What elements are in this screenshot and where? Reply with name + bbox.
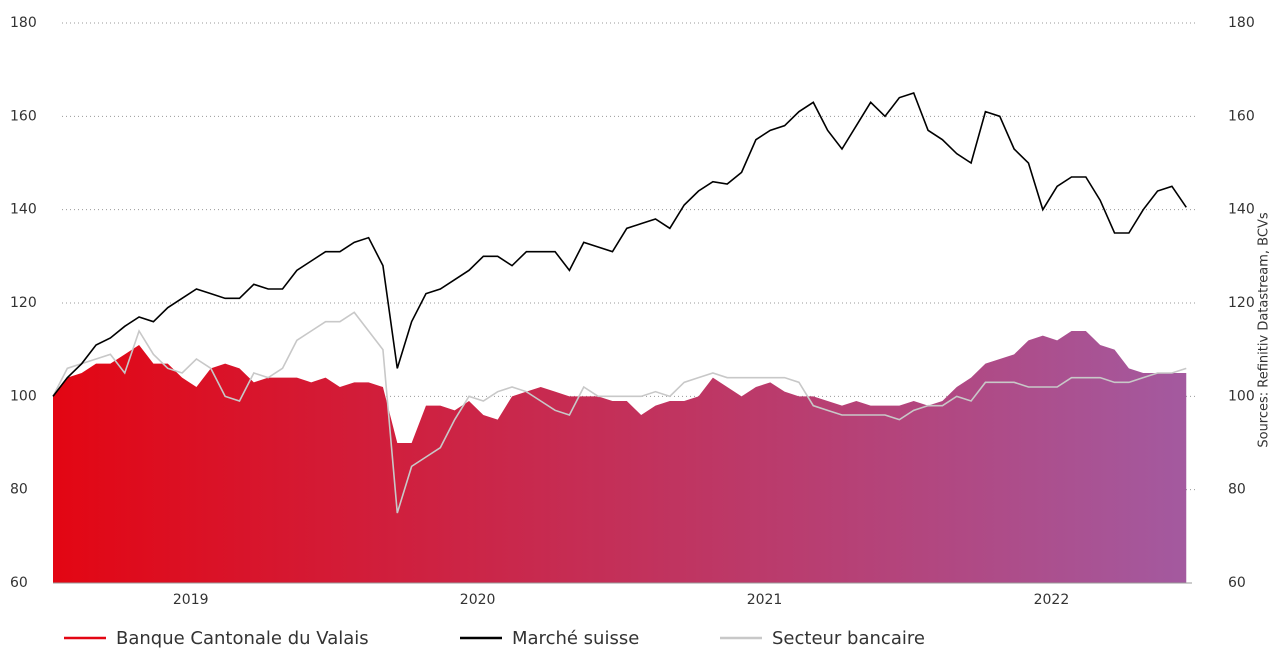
y-tick-label-right: 60 [1228,575,1246,591]
legend-label: Marché suisse [512,628,639,649]
line [52,92,1187,397]
y-tick-label-right: 100 [1228,388,1255,404]
y-tick-label: 140 [10,202,37,218]
y-tick-label-right: 140 [1228,202,1255,218]
line [52,311,1187,514]
source-note: Sources: Refinitiv Datastream, BCVs [1257,212,1272,447]
legend-label: Banque Cantonale du Valais [116,628,369,649]
y-tick-label: 160 [10,108,37,124]
x-tick-label: 2020 [460,592,496,608]
y-tick-label-right: 180 [1228,15,1255,31]
y-tick-label: 80 [10,482,28,498]
y-tick-label: 60 [10,575,28,591]
y-tick-label: 100 [10,388,37,404]
x-tick-label: 2022 [1034,592,1070,608]
x-tick-label: 2019 [173,592,209,608]
y-tick-label: 180 [10,15,37,31]
legend-label: Secteur bancaire [772,628,925,649]
y-tick-label: 120 [10,295,37,311]
area [53,331,1187,583]
x-tick-label: 2021 [747,592,783,608]
y-tick-label-right: 120 [1228,295,1255,311]
y-tick-label-right: 160 [1228,108,1255,124]
y-tick-label-right: 80 [1228,482,1246,498]
